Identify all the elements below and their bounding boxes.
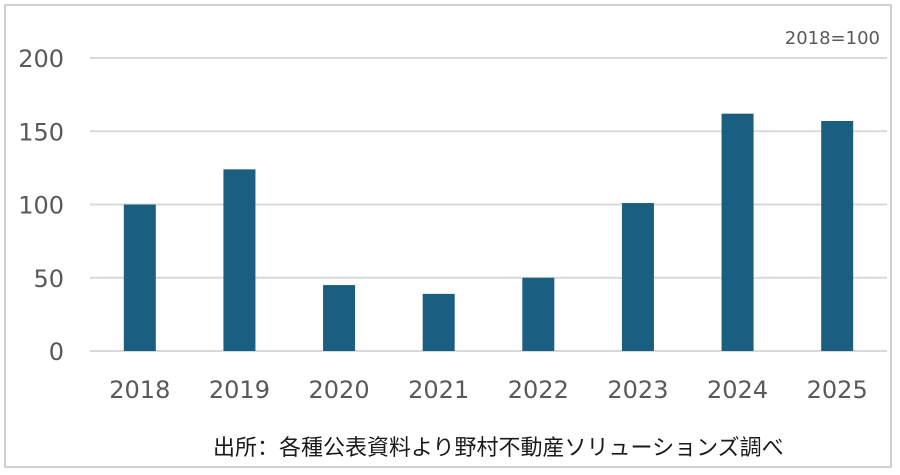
x-tick-label: 2024 bbox=[707, 376, 768, 404]
bar-2020 bbox=[323, 285, 356, 351]
bars bbox=[123, 113, 854, 352]
x-axis-ticks: 2018 2019 2020 2021 2022 2023 2024 2025 bbox=[109, 376, 867, 404]
y-tick-label: 0 bbox=[49, 338, 64, 366]
x-tick-label: 2025 bbox=[807, 376, 868, 404]
x-tick-label: 2019 bbox=[209, 376, 270, 404]
gridlines bbox=[90, 57, 887, 352]
index-base-note: 2018=100 bbox=[785, 28, 880, 49]
bar-2022 bbox=[522, 277, 555, 351]
y-tick-label: 100 bbox=[18, 192, 64, 220]
source-note: 出所：各種公表資料より野村不動産ソリューションズ調べ bbox=[213, 436, 784, 461]
y-tick-label: 150 bbox=[18, 118, 64, 146]
bar-2019 bbox=[223, 169, 256, 351]
bar-2025 bbox=[821, 120, 854, 352]
bar-2023 bbox=[621, 203, 654, 351]
y-tick-label: 50 bbox=[33, 265, 64, 293]
bar-2024 bbox=[721, 113, 754, 351]
x-tick-label: 2021 bbox=[408, 376, 469, 404]
x-tick-label: 2020 bbox=[309, 376, 370, 404]
bar-2021 bbox=[422, 293, 455, 351]
bar-2018 bbox=[123, 204, 156, 351]
x-tick-label: 2023 bbox=[607, 376, 668, 404]
y-axis-ticks: 0 50 100 150 200 bbox=[18, 45, 64, 366]
y-tick-label: 200 bbox=[18, 45, 64, 73]
x-tick-label: 2022 bbox=[508, 376, 569, 404]
x-tick-label: 2018 bbox=[109, 376, 170, 404]
